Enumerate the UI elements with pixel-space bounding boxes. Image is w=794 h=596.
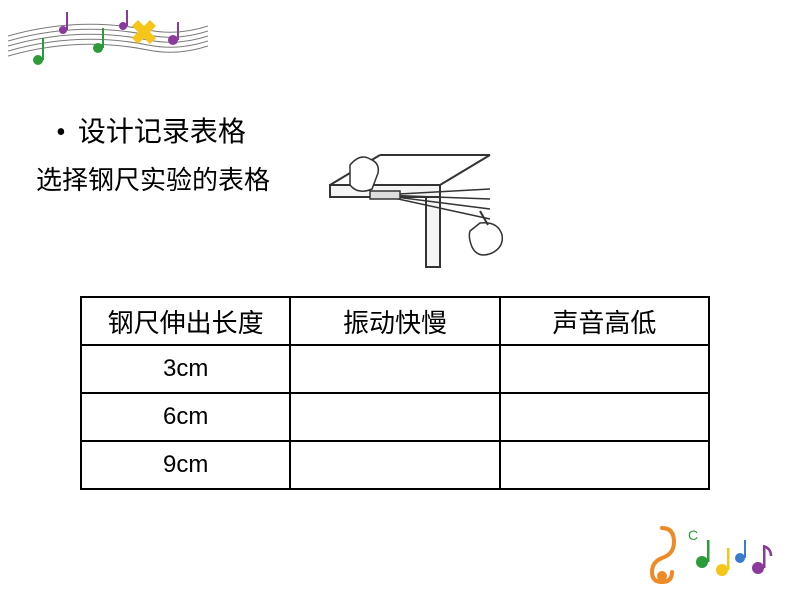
svg-text:C: C	[688, 527, 698, 543]
experiment-table: 钢尺伸出长度 振动快慢 声音高低 3cm 6cm 9cm	[80, 296, 710, 490]
table-row: 3cm	[81, 345, 709, 393]
table-row: 9cm	[81, 441, 709, 489]
subline-text: 选择钢尺实验的表格	[36, 160, 768, 197]
cell-length: 3cm	[81, 345, 290, 393]
cell-length: 6cm	[81, 393, 290, 441]
bullet-text: 设计记录表格	[78, 117, 246, 148]
cell-pitch	[500, 345, 709, 393]
bullet-dot: •	[56, 117, 66, 148]
cell-pitch	[500, 393, 709, 441]
bullet-heading: • 设计记录表格	[56, 110, 768, 150]
cell-pitch	[500, 441, 709, 489]
cell-speed	[290, 345, 499, 393]
header-speed: 振动快慢	[290, 297, 499, 345]
table-row: 6cm	[81, 393, 709, 441]
cell-speed	[290, 393, 499, 441]
music-notes-decoration-top	[8, 8, 208, 78]
music-notes-decoration-bottom: C	[644, 518, 774, 588]
cell-length: 9cm	[81, 441, 290, 489]
slide-content: • 设计记录表格 选择钢尺实验的表格	[28, 110, 768, 197]
table-header-row: 钢尺伸出长度 振动快慢 声音高低	[81, 297, 709, 345]
header-length: 钢尺伸出长度	[81, 297, 290, 345]
cell-speed	[290, 441, 499, 489]
header-pitch: 声音高低	[500, 297, 709, 345]
